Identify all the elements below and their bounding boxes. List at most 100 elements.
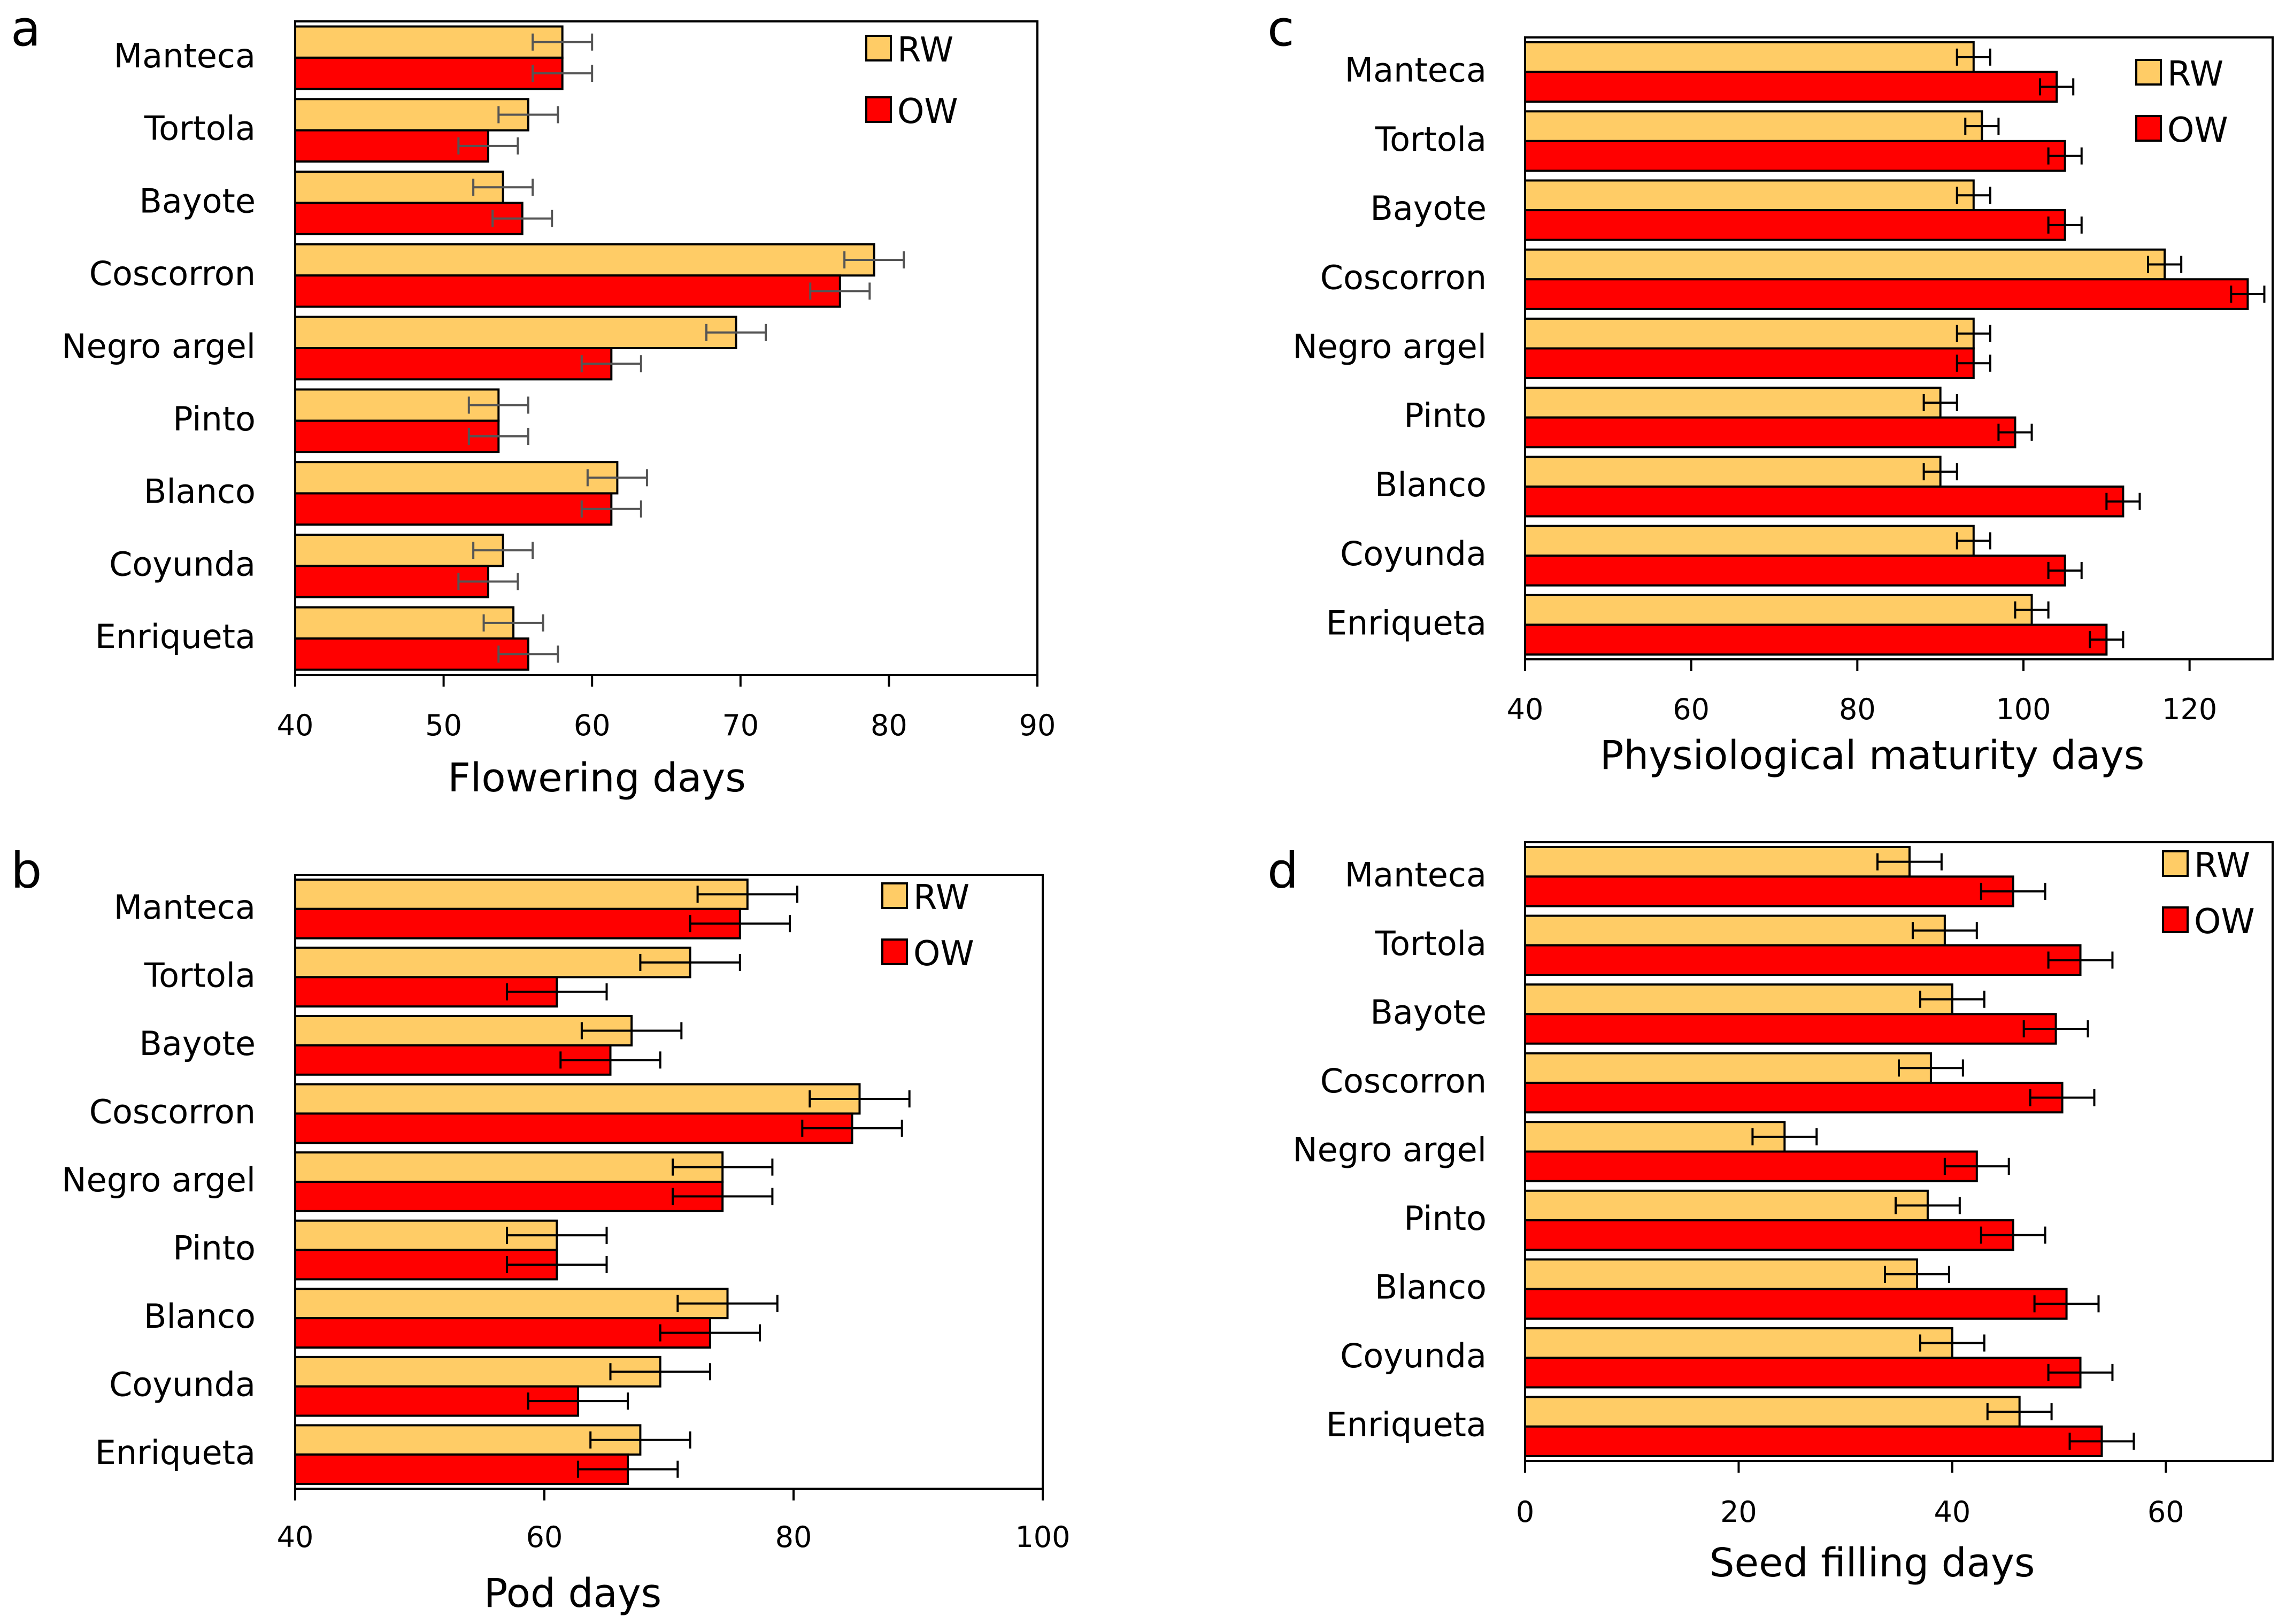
bar-ow-manteca xyxy=(294,907,741,940)
legend-label-ow: OW xyxy=(913,934,974,974)
error-bar-ow-pinto xyxy=(467,427,529,445)
bar-rw-tortola xyxy=(1524,914,1946,946)
bar-rw-blanco xyxy=(294,1288,729,1320)
category-label: Coscorron xyxy=(89,254,256,293)
bar-rw-coyunda xyxy=(1524,1327,1953,1359)
error-bar-ow-manteca xyxy=(1980,882,2046,900)
error-bar-rw-bayote xyxy=(1956,187,1991,204)
legend-label-rw: RW xyxy=(897,30,953,70)
bar-ow-negro-argel xyxy=(294,1181,724,1212)
bar-ow-negro-argel xyxy=(1524,1150,1978,1182)
category-label: Bayote xyxy=(139,1024,256,1063)
bar-rw-bayote xyxy=(294,171,504,204)
bar-ow-coscorron xyxy=(1524,278,2249,310)
legend-swatch-ow xyxy=(881,938,908,965)
category-label: Bayote xyxy=(1370,189,1487,228)
bar-rw-tortola xyxy=(1524,110,1983,142)
panel-label-d: d xyxy=(1267,842,1298,899)
error-bar-ow-coscorron xyxy=(801,1119,903,1137)
legend-a: RW OW xyxy=(865,30,958,132)
category-label: Blanco xyxy=(144,1297,256,1336)
bar-ow-manteca xyxy=(1524,71,2058,103)
error-bar-ow-tortola xyxy=(457,137,519,155)
error-bar-ow-coyunda xyxy=(527,1392,629,1410)
error-bar-rw-enriqueta xyxy=(2014,601,2050,619)
x-tick-label: 60 xyxy=(2148,1495,2184,1529)
error-bar-ow-bayote xyxy=(559,1051,661,1069)
bar-ow-pinto xyxy=(1524,1219,2014,1251)
bar-rw-bayote xyxy=(1524,179,1975,212)
error-bar-rw-blanco xyxy=(676,1295,779,1312)
error-bar-rw-enriqueta xyxy=(589,1431,691,1449)
error-bar-ow-blanco xyxy=(2105,492,2141,510)
error-bar-rw-tortola xyxy=(1911,922,1978,940)
bar-rw-manteca xyxy=(1524,41,1975,73)
error-bar-ow-manteca xyxy=(532,65,594,82)
x-tick-label: 40 xyxy=(1934,1495,1971,1529)
error-bar-ow-enriqueta xyxy=(576,1460,679,1478)
x-tick-label: 80 xyxy=(775,1520,812,1554)
legend-swatch-rw xyxy=(881,882,908,909)
category-label: Pinto xyxy=(173,1229,256,1268)
x-tick-label: 60 xyxy=(574,709,611,742)
category-label: Negro argel xyxy=(1292,327,1487,366)
bar-rw-enriqueta xyxy=(1524,594,2033,626)
category-label: Negro argel xyxy=(1292,1130,1487,1169)
category-label: Bayote xyxy=(139,181,256,220)
legend-label-rw: RW xyxy=(2167,55,2223,94)
bar-ow-enriqueta xyxy=(1524,624,2108,656)
legend-swatch-ow xyxy=(865,96,892,123)
x-tick-label: 60 xyxy=(1673,692,1710,726)
x-tick-label: 120 xyxy=(2162,692,2217,726)
category-label: Enriqueta xyxy=(95,617,256,656)
legend-label-rw: RW xyxy=(2194,846,2250,886)
category-label: Coyunda xyxy=(109,544,256,583)
error-bar-ow-bayote xyxy=(2047,216,2083,234)
error-bar-rw-coyunda xyxy=(1919,1334,1985,1352)
error-bar-ow-tortola xyxy=(506,983,608,1000)
error-bar-rw-blanco xyxy=(1884,1265,1950,1283)
category-label: Pinto xyxy=(173,399,256,438)
bar-rw-blanco xyxy=(1524,1258,1918,1290)
error-bar-ow-negro-argel xyxy=(671,1188,774,1205)
bar-rw-tortola xyxy=(294,98,529,132)
bar-ow-bayote xyxy=(1524,1013,2057,1045)
error-bar-ow-bayote xyxy=(2022,1020,2089,1038)
error-bar-ow-manteca xyxy=(689,915,791,933)
category-label: Bayote xyxy=(1370,992,1487,1032)
bar-ow-coscorron xyxy=(294,274,841,308)
error-bar-rw-bayote xyxy=(580,1022,683,1040)
bar-ow-enriqueta xyxy=(294,637,529,671)
error-bar-rw-negro-argel xyxy=(1751,1128,1818,1145)
error-bar-rw-pinto xyxy=(1895,1197,1961,1214)
error-bar-rw-coscorron xyxy=(843,251,905,269)
x-axis-label-d: Seed filling days xyxy=(1710,1540,2035,1586)
error-bar-ow-tortola xyxy=(2047,147,2083,165)
x-tick-label: 70 xyxy=(722,709,759,742)
error-bar-ow-pinto xyxy=(1997,424,2033,441)
error-bar-ow-pinto xyxy=(1980,1226,2046,1244)
category-label: Manteca xyxy=(114,888,256,927)
panel-label-a: a xyxy=(11,0,41,57)
legend-b: RW OW xyxy=(881,878,974,974)
error-bar-rw-coyunda xyxy=(609,1363,711,1381)
error-bar-rw-enriqueta xyxy=(482,614,544,632)
legend-label-rw: RW xyxy=(913,878,969,918)
error-bar-ow-coyunda xyxy=(2047,561,2083,579)
category-label: Tortola xyxy=(144,109,256,148)
error-bar-rw-tortola xyxy=(639,953,741,971)
category-label: Enriqueta xyxy=(1326,603,1487,642)
legend-label-ow: OW xyxy=(2194,902,2255,942)
x-tick-label: 40 xyxy=(277,1520,314,1554)
bar-ow-coyunda xyxy=(1524,1357,2082,1389)
error-bar-ow-coyunda xyxy=(457,573,519,590)
x-tick-label: 90 xyxy=(1019,709,1056,742)
error-bar-rw-tortola xyxy=(497,106,559,124)
bar-ow-enriqueta xyxy=(1524,1425,2103,1458)
error-bar-rw-coyunda xyxy=(1956,532,1991,550)
category-label: Coscorron xyxy=(1320,1061,1487,1100)
error-bar-rw-coyunda xyxy=(472,542,534,559)
error-bar-ow-negro-argel xyxy=(1956,355,1991,372)
category-label: Manteca xyxy=(114,36,256,75)
x-tick-label: 50 xyxy=(425,709,462,742)
